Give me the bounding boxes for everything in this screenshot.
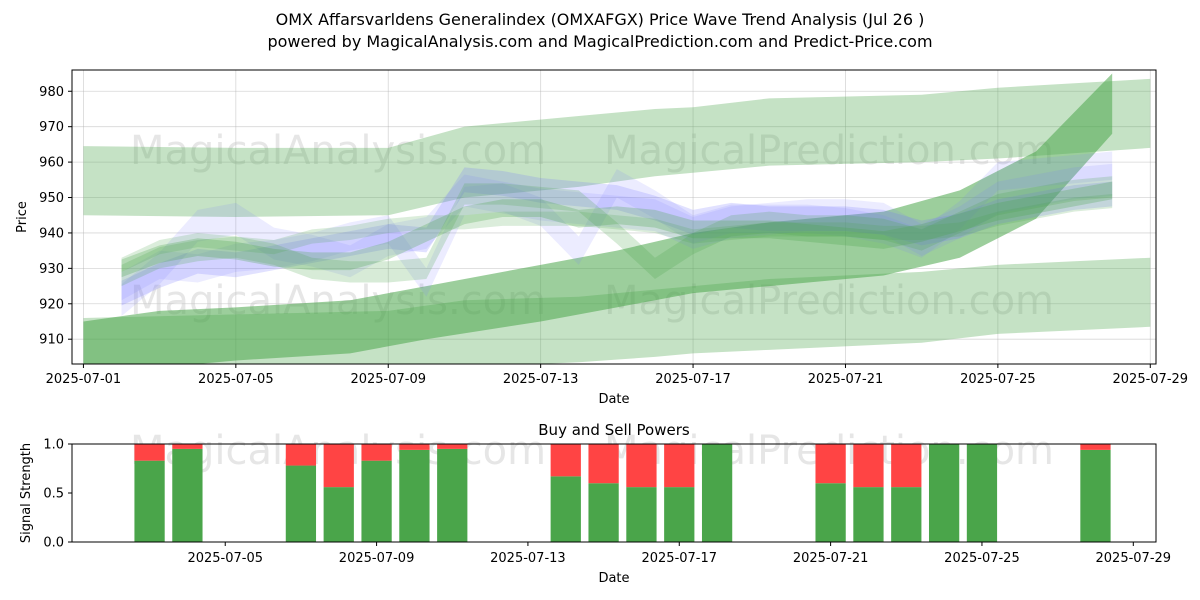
x-tick-label: 2025-07-05 (198, 372, 274, 387)
y-tick-label: 0.5 (43, 487, 64, 502)
buy-power-bar (815, 483, 846, 542)
x-tick-label: 2025-07-09 (339, 551, 415, 566)
signal-plot-area (134, 444, 1111, 542)
x-tick-label: 2025-07-25 (960, 372, 1036, 387)
buy-power-bar (399, 449, 430, 542)
x-axis-label: Date (598, 571, 629, 586)
price-panel: MagicalAnalysis.com MagicalPrediction.com… (15, 69, 1189, 407)
y-tick-label: 960 (39, 156, 64, 171)
watermark-text: MagicalAnalysis.com (130, 128, 546, 174)
x-tick-label: 2025-07-13 (503, 372, 579, 387)
signal-panel: MagicalAnalysis.comMagicalPrediction.com… (19, 421, 1171, 586)
x-tick-label: 2025-07-01 (46, 372, 122, 387)
x-axis-label: Date (598, 392, 629, 407)
wave-band (121, 163, 1113, 317)
sell-power-bar (361, 444, 392, 461)
trend-band (83, 73, 1113, 364)
buy-power-bar (323, 487, 354, 542)
sell-power-bar (853, 444, 884, 488)
buy-power-bar (626, 487, 657, 542)
x-tick-label: 2025-07-17 (655, 372, 731, 387)
sell-power-bar (815, 444, 846, 484)
y-tick-label: 0.0 (43, 536, 64, 551)
sell-power-bar (664, 444, 695, 488)
plot-frame (71, 69, 1157, 365)
watermark-text: MagicalPrediction.com (604, 128, 1054, 174)
buy-power-bar (361, 460, 392, 542)
signal-title: Buy and Sell Powers (538, 421, 690, 439)
buy-power-bar (701, 444, 733, 542)
y-axis-label: Signal Strength (19, 443, 34, 543)
x-tick-label: 2025-07-17 (641, 551, 717, 566)
sell-power-bar (437, 444, 468, 449)
y-tick-label: 940 (39, 226, 64, 241)
buy-power-bar (134, 460, 165, 542)
chart-title: OMX Affarsvarldens Generalindex (OMXAFGX… (275, 10, 925, 29)
y-axis-label: Price (15, 201, 30, 233)
wave-band (121, 167, 1113, 306)
wave-band (121, 176, 1113, 287)
y-tick-label: 980 (39, 85, 64, 100)
buy-power-bar (172, 448, 203, 542)
wave-band (121, 181, 1113, 278)
x-tick-label: 2025-07-21 (808, 372, 884, 387)
wave-band (121, 151, 1113, 301)
price-plot-area (83, 73, 1151, 364)
y-tick-label: 930 (39, 262, 64, 277)
sell-power-bar (891, 444, 922, 488)
buy-power-bar (588, 483, 619, 542)
y-tick-label: 1.0 (43, 438, 64, 453)
x-tick-label: 2025-07-09 (350, 372, 426, 387)
buy-power-bar (285, 465, 317, 542)
sell-power-bar (626, 444, 657, 488)
chart-subtitle: powered by MagicalAnalysis.com and Magic… (267, 32, 933, 51)
sell-power-bar (399, 444, 430, 450)
x-tick-label: 2025-07-29 (1113, 372, 1189, 387)
x-tick-label: 2025-07-29 (1096, 551, 1172, 566)
y-tick-label: 910 (39, 333, 64, 348)
x-tick-label: 2025-07-25 (944, 551, 1020, 566)
sell-power-bar (134, 444, 165, 461)
trend-band (83, 78, 1151, 217)
y-tick-label: 950 (39, 191, 64, 206)
sell-power-bar (1080, 444, 1111, 450)
buy-power-bar (437, 448, 468, 542)
buy-power-bar (664, 487, 695, 542)
x-tick-label: 2025-07-21 (793, 551, 869, 566)
buy-power-bar (550, 476, 581, 542)
x-tick-label: 2025-07-05 (187, 551, 263, 566)
buy-power-bar (1080, 449, 1111, 542)
y-tick-label: 970 (39, 120, 64, 135)
buy-power-bar (928, 444, 960, 542)
y-tick-label: 920 (39, 297, 64, 312)
buy-power-bar (891, 487, 922, 542)
sell-power-bar (172, 444, 203, 449)
wave-band (121, 193, 1113, 272)
buy-power-bar (966, 444, 998, 542)
sell-power-bar (588, 444, 619, 484)
buy-power-bar (853, 487, 884, 542)
sell-power-bar (550, 444, 581, 477)
sell-power-bar (323, 444, 354, 488)
sell-power-bar (285, 444, 317, 466)
x-tick-label: 2025-07-13 (490, 551, 566, 566)
